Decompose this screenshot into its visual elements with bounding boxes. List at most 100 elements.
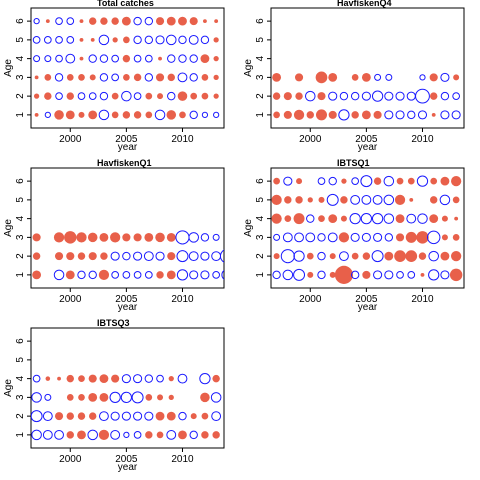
bubble-negative <box>350 270 360 280</box>
bubble-positive <box>66 92 74 100</box>
bubble-positive <box>168 375 174 382</box>
bubble-positive <box>99 374 109 384</box>
bubble-positive <box>98 429 110 441</box>
bubble-positive <box>405 250 418 262</box>
bubble-negative <box>385 73 393 81</box>
bubble-negative <box>201 111 209 119</box>
bubble-positive <box>156 271 164 279</box>
bubble-negative <box>212 271 220 279</box>
bubble-layer <box>32 16 220 121</box>
bubble-positive <box>78 74 85 81</box>
bubble-negative <box>350 232 360 242</box>
bubble-positive <box>177 91 188 101</box>
x-axis-label: year <box>358 142 378 153</box>
bubble-negative <box>88 270 97 280</box>
bubble-positive <box>123 74 130 81</box>
bubble-negative <box>200 270 210 280</box>
bubble-positive <box>121 16 131 26</box>
bubble-positive <box>351 252 359 260</box>
bubble-negative <box>419 74 426 81</box>
bubble-negative <box>395 91 405 101</box>
bubble-positive <box>66 374 74 383</box>
bubble-negative <box>99 91 109 101</box>
bubble-positive <box>328 72 338 82</box>
bubble-negative <box>440 72 450 82</box>
bubble-negative <box>360 212 373 225</box>
y-axis-label: Age <box>243 59 254 77</box>
bubble-negative <box>372 194 383 205</box>
bubble-positive <box>32 270 42 280</box>
bubble-negative <box>199 372 211 385</box>
bubble-negative <box>328 91 338 101</box>
bubble-negative <box>373 232 383 242</box>
bubble-positive <box>429 73 438 82</box>
bubble-positive <box>155 17 165 26</box>
bubble-negative <box>188 232 199 243</box>
bubble-positive <box>65 270 75 280</box>
bubble-negative <box>111 271 120 279</box>
x-tick-label: 2010 <box>171 294 194 305</box>
bubble-positive <box>341 178 347 184</box>
x-axis-label: year <box>358 302 378 313</box>
bubble-negative <box>32 374 41 383</box>
bubble-positive <box>441 215 448 222</box>
bubble-negative <box>88 54 97 63</box>
bubble-negative <box>349 212 361 225</box>
bubble-negative <box>44 111 51 119</box>
bubble-negative <box>305 232 316 243</box>
bubble-positive <box>395 214 405 224</box>
bubble-negative <box>210 392 222 403</box>
bubble-positive <box>212 431 220 439</box>
bubble-negative <box>177 373 188 384</box>
bubble-negative <box>440 110 450 120</box>
bubble-positive <box>66 74 74 81</box>
bubble-negative <box>327 232 338 243</box>
bubble-positive <box>44 74 52 81</box>
bubble-positive <box>405 231 417 243</box>
bubble-negative <box>87 429 98 441</box>
bubble-negative <box>133 271 142 279</box>
bubble-positive <box>452 234 460 241</box>
bubble-negative <box>131 391 144 404</box>
bubble-positive <box>66 394 74 401</box>
bubble-negative <box>189 270 199 280</box>
bubble-negative <box>98 34 110 46</box>
bubble-positive <box>329 253 336 260</box>
bubble-negative <box>133 35 142 45</box>
x-tick-label: 2005 <box>115 134 138 145</box>
bubble-negative <box>280 249 295 264</box>
bubble-positive <box>88 392 98 402</box>
bubble-negative <box>133 411 143 421</box>
bubble-positive <box>89 17 97 25</box>
bubble-positive <box>429 214 439 224</box>
bubble-negative <box>66 36 75 44</box>
bubble-negative <box>350 91 360 101</box>
bubble-positive <box>53 232 65 243</box>
bubble-positive <box>334 265 354 284</box>
bubble-positive <box>156 431 164 439</box>
bubble-negative <box>189 73 198 82</box>
bubble-positive <box>90 37 95 42</box>
bubble-positive <box>200 392 210 403</box>
bubble-positive <box>78 111 85 118</box>
bubble-negative <box>407 110 416 120</box>
y-tick-label: 3 <box>15 234 26 240</box>
chart-panel: HavfiskenQ1 2000 2005 2010 1 2 3 4 5 6 year Age <box>3 158 225 313</box>
bubble-positive <box>166 411 176 421</box>
panel-title: IBTSQ1 <box>337 158 370 168</box>
bubble-negative <box>293 250 305 262</box>
y-tick-label: 3 <box>15 74 26 80</box>
bubble-positive <box>87 232 98 243</box>
bubble-positive <box>373 110 382 119</box>
bubble-positive <box>166 110 177 120</box>
bubble-positive <box>351 111 359 119</box>
bubble-negative <box>133 431 142 439</box>
bubble-positive <box>361 72 371 82</box>
bubble-negative <box>272 270 281 280</box>
bubble-layer <box>271 175 463 284</box>
bubble-negative <box>53 269 65 281</box>
x-tick-label: 2005 <box>355 134 378 145</box>
bubble-positive <box>77 252 86 260</box>
y-tick-label: 2 <box>15 413 26 419</box>
chart-panel: IBTSQ1 2000 2005 2010 1 2 3 4 5 6 year Age <box>243 158 465 313</box>
